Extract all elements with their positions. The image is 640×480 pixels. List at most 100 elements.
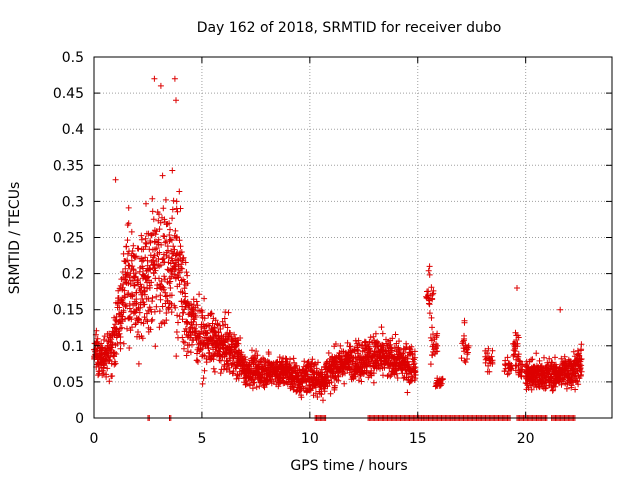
- data-point: [265, 351, 272, 357]
- data-point: [128, 257, 135, 264]
- data-point: [524, 370, 531, 377]
- data-point: [182, 293, 189, 300]
- data-point: [194, 302, 201, 309]
- y-tick-label: 0.35: [53, 158, 84, 174]
- data-point: [94, 338, 100, 345]
- data-point: [387, 373, 394, 380]
- data-point: [128, 316, 135, 323]
- data-point: [528, 386, 535, 393]
- data-point: [122, 316, 129, 322]
- data-point: [512, 345, 518, 352]
- data-point: [180, 309, 187, 316]
- data-point: [127, 270, 134, 277]
- data-point: [176, 269, 183, 276]
- data-point: [577, 356, 584, 363]
- y-tick-label: 0.3: [62, 194, 84, 210]
- data-point: [217, 357, 224, 364]
- data-point: [327, 390, 334, 397]
- data-point: [504, 354, 511, 361]
- data-point: [430, 290, 437, 297]
- data-point: [182, 259, 189, 266]
- data-point: [140, 320, 147, 327]
- data-point: [117, 339, 124, 346]
- data-point: [231, 331, 238, 338]
- y-tick-label: 0.25: [53, 231, 84, 247]
- data-point: [557, 306, 564, 313]
- data-point: [379, 330, 386, 337]
- data-point: [173, 97, 179, 104]
- data-point: [179, 265, 186, 272]
- data-point: [147, 306, 154, 313]
- data-point: [249, 385, 256, 392]
- data-point: [149, 316, 156, 323]
- data-point: [149, 195, 156, 202]
- data-point: [187, 349, 194, 356]
- data-point: [513, 332, 520, 339]
- data-point: [163, 310, 170, 316]
- data-point: [165, 304, 172, 311]
- data-point: [205, 322, 211, 329]
- data-point: [200, 375, 207, 382]
- data-point: [143, 240, 150, 247]
- y-tick-label: 0.2: [62, 267, 84, 283]
- data-point: [169, 257, 176, 264]
- data-point: [464, 351, 471, 358]
- data-point: [159, 172, 166, 179]
- data-point: [253, 384, 260, 391]
- data-point: [506, 364, 513, 370]
- data-point: [254, 352, 261, 359]
- data-point: [427, 334, 434, 341]
- data-point: [125, 220, 132, 227]
- data-point: [210, 365, 217, 372]
- data-point: [515, 357, 522, 364]
- data-point: [184, 348, 191, 355]
- data-point: [180, 338, 187, 345]
- data-point: [103, 371, 110, 378]
- data-point: [167, 226, 173, 233]
- data-point: [314, 394, 321, 400]
- data-point: [208, 310, 215, 317]
- x-tick-label: 0: [90, 431, 99, 447]
- data-point: [429, 295, 436, 302]
- data-point: [199, 380, 206, 387]
- data-point: [206, 322, 213, 329]
- data-point: [227, 357, 234, 364]
- data-point: [135, 276, 141, 283]
- data-point: [408, 343, 415, 350]
- x-tick-label: 20: [517, 431, 535, 447]
- data-point: [287, 356, 293, 363]
- data-point: [298, 394, 305, 401]
- data-point: [341, 380, 348, 387]
- data-point: [504, 371, 511, 378]
- data-point: [132, 270, 139, 277]
- data-point: [392, 331, 399, 338]
- x-tick-label: 15: [409, 431, 427, 447]
- data-point: [355, 347, 362, 354]
- data-point: [199, 353, 206, 360]
- data-point: [106, 378, 113, 385]
- data-point: [247, 382, 253, 389]
- data-point: [173, 233, 180, 240]
- data-point: [514, 285, 520, 291]
- data-point: [372, 330, 379, 337]
- data-point: [175, 274, 182, 281]
- data-point: [128, 308, 135, 315]
- data-point: [552, 354, 558, 361]
- data-point: [129, 263, 136, 270]
- data-point: [144, 285, 151, 292]
- data-point: [573, 377, 580, 384]
- data-point: [389, 347, 396, 354]
- data-point: [178, 261, 185, 268]
- data-point: [183, 269, 190, 276]
- data-point: [146, 284, 153, 291]
- data-point: [138, 258, 145, 265]
- data-point: [396, 338, 402, 345]
- data-point: [404, 358, 411, 365]
- data-point: [116, 330, 123, 337]
- data-point: [112, 176, 119, 183]
- data-point: [119, 269, 126, 275]
- data-point: [145, 273, 152, 280]
- data-point: [370, 379, 377, 386]
- data-point: [192, 314, 199, 320]
- data-point: [108, 336, 115, 343]
